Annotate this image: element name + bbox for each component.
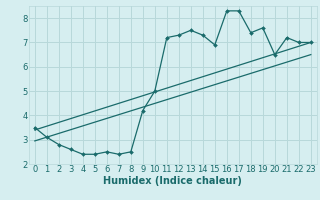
X-axis label: Humidex (Indice chaleur): Humidex (Indice chaleur) (103, 176, 242, 186)
